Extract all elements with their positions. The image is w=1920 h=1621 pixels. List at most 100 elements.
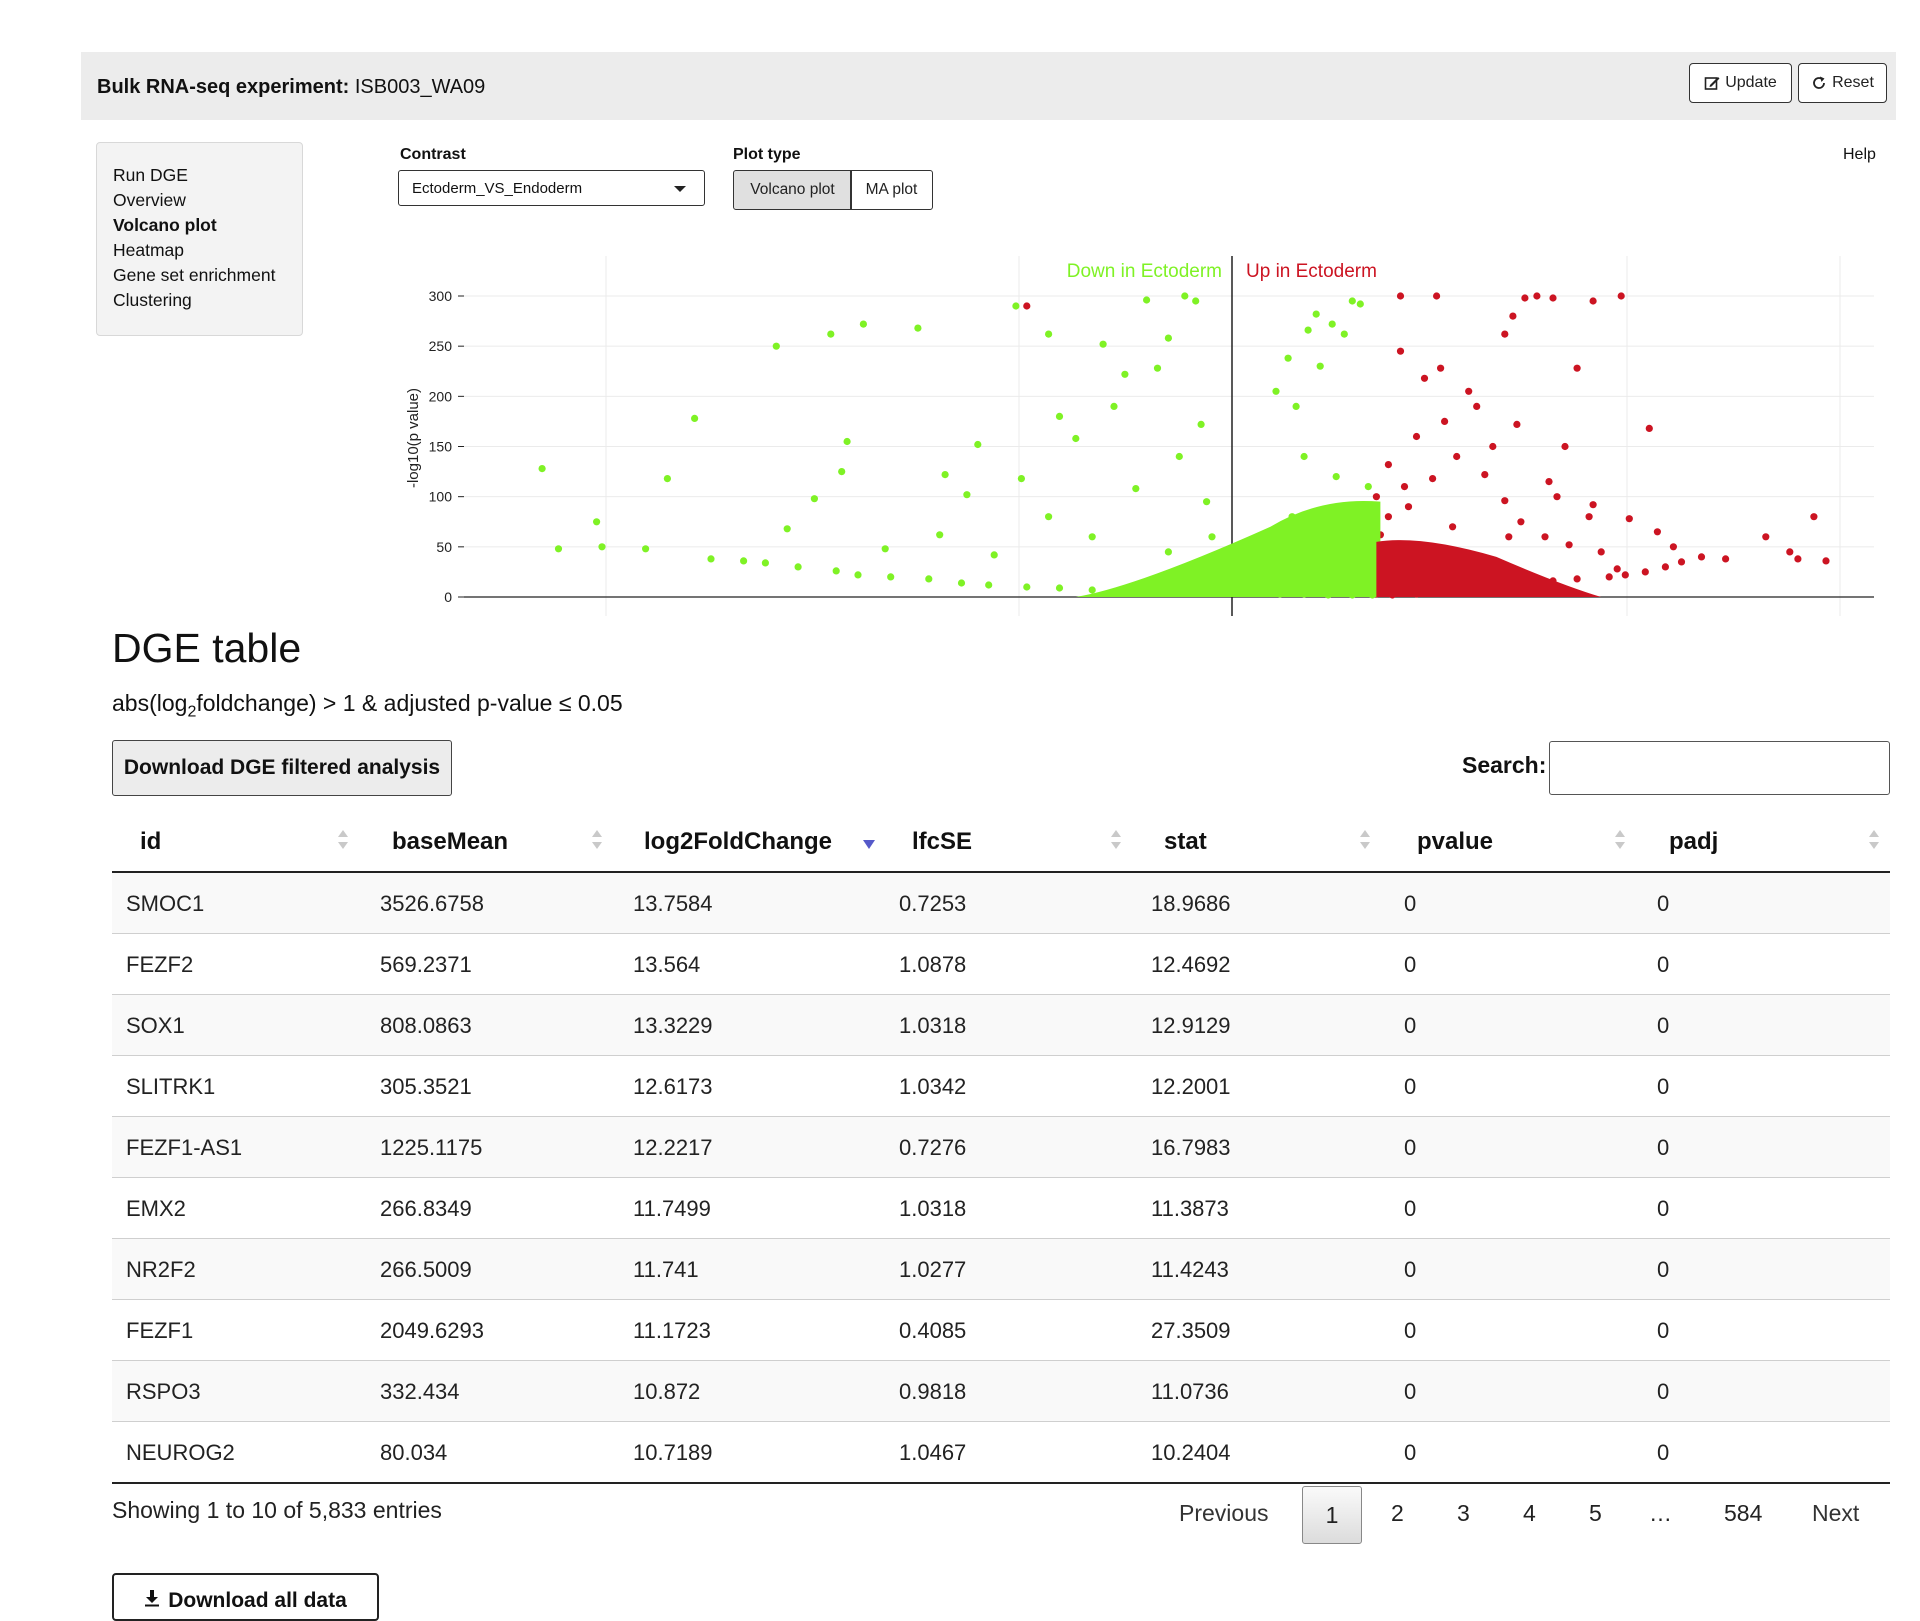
sort-desc-icon[interactable] [863,840,875,849]
pagination-page-current[interactable]: 1 [1302,1486,1362,1544]
table-row[interactable]: SOX1 808.0863 13.3229 1.0318 12.9129 0 0 [112,995,1890,1056]
cell-log2foldchange: 11.741 [633,1257,699,1282]
table-row[interactable]: FEZF1-AS1 1225.1175 12.2217 0.7276 16.7983 0 0 [112,1117,1890,1178]
data-point [1055,412,1064,420]
data-point [1513,420,1521,428]
data-point [1573,364,1581,372]
data-point [1573,575,1581,583]
update-button[interactable]: Update [1689,63,1792,103]
ma-plot-toggle[interactable]: MA plot [850,170,933,210]
data-point [783,525,791,533]
data-point [1045,330,1053,338]
data-point [1501,330,1509,338]
data-point [1332,473,1340,481]
data-points [538,292,1830,599]
data-point [887,573,895,581]
cell-lfcse: 1.0878 [899,952,967,977]
pagination-page-4[interactable]: 4 [1523,1500,1536,1526]
data-point [593,518,601,526]
sidebar-item-volcano-plot[interactable]: Volcano plot [113,215,217,235]
sort-icon[interactable] [338,830,348,852]
col-header-basemean[interactable]: baseMean [392,828,509,855]
pagination-next[interactable]: Next [1812,1500,1860,1526]
sidebar-item-run-dge[interactable]: Run DGE [113,165,188,185]
data-point [1099,340,1107,348]
sort-icon[interactable] [1111,830,1121,852]
data-point [974,440,982,449]
download-filtered-button[interactable]: Download DGE filtered analysis [112,740,452,796]
cell-stat: 16.7983 [1151,1135,1231,1160]
dge-table: id baseMean log2FoldChange lfcSE stat pv… [112,816,1890,1484]
data-point [810,495,818,503]
col-header-log2foldchange[interactable]: log2FoldChange [644,828,832,855]
data-point [838,468,846,476]
search-input[interactable] [1549,741,1890,795]
data-point [1661,563,1669,571]
cell-pvalue: 0 [1404,1440,1417,1465]
data-point [1541,533,1549,541]
sidebar-item-heatmap[interactable]: Heatmap [113,240,185,260]
sidebar-item-gene-set-enrichment[interactable]: Gene set enrichment [113,265,276,285]
table-row[interactable]: RSPO3 332.434 10.872 0.9818 11.0736 0 0 [112,1361,1890,1422]
pagination-page-5[interactable]: 5 [1589,1500,1602,1526]
data-point [1481,471,1489,479]
data-point [1822,557,1830,565]
col-header-id[interactable]: id [140,828,162,855]
table-row[interactable]: NR2F2 266.5009 11.741 1.0277 11.4243 0 0 [112,1239,1890,1300]
download-all-button[interactable]: Download all data [112,1573,379,1621]
data-point [1181,292,1189,300]
cell-padj: 0 [1657,1013,1670,1038]
col-header-lfcse[interactable]: lfcSE [912,828,973,855]
cell-lfcse: 1.0342 [899,1074,967,1099]
cell-basemean: 2049.6293 [380,1318,484,1343]
table-row[interactable]: FEZF1 2049.6293 11.1723 0.4085 27.3509 0 0 [112,1300,1890,1361]
cell-log2foldchange: 10.7189 [633,1440,713,1465]
sort-icon[interactable] [1869,830,1879,852]
sort-icon[interactable] [1360,830,1370,852]
pagination-page-2[interactable]: 2 [1391,1500,1404,1526]
cell-basemean: 266.5009 [380,1257,472,1282]
col-header-pvalue[interactable]: pvalue [1417,828,1494,855]
data-point [1143,296,1151,304]
sort-icon[interactable] [1615,830,1625,852]
down-regulated-cluster [1075,500,1381,597]
pagination-page-last[interactable]: 584 [1724,1500,1763,1526]
data-point [1489,442,1497,451]
table-row[interactable]: NEUROG2 80.034 10.7189 1.0467 10.2404 0 0 [112,1422,1890,1484]
table-row[interactable]: EMX2 266.8349 11.7499 1.0318 11.3873 0 0 [112,1178,1890,1239]
cell-stat: 12.9129 [1151,1013,1231,1038]
cell-basemean: 1225.1175 [380,1135,483,1160]
data-point [985,581,993,589]
table-row[interactable]: SLITRK1 305.3521 12.6173 1.0342 12.2001 0 0 [112,1056,1890,1117]
table-info: Showing 1 to 10 of 5,833 entries [112,1497,442,1523]
data-point [1012,302,1020,310]
legend-up-in-ectoderm: Up in Ectoderm [1246,261,1377,282]
pagination-page-3[interactable]: 3 [1457,1500,1470,1526]
data-point [1420,374,1429,382]
cell-log2foldchange: 13.3229 [633,1013,713,1038]
pagination-previous[interactable]: Previous [1179,1500,1269,1526]
data-point [1449,523,1457,531]
sidebar-item-overview[interactable]: Overview [113,190,186,210]
cell-padj: 0 [1657,1379,1670,1404]
col-header-stat[interactable]: stat [1164,828,1207,855]
help-link[interactable]: Help [1843,146,1876,163]
cell-pvalue: 0 [1404,1013,1417,1038]
reset-button[interactable]: Reset [1798,63,1887,103]
col-header-padj[interactable]: padj [1669,828,1719,855]
data-point [1509,312,1517,320]
data-point [1669,543,1677,551]
y-axis-label: -log10(p value) [405,388,422,488]
filter-text-a: abs(log [112,690,188,716]
data-point [1121,370,1129,378]
table-row[interactable]: SMOC1 3526.6758 13.7584 0.7253 18.9686 0 0 [112,873,1890,934]
sidebar-item-clustering[interactable]: Clustering [113,290,192,310]
data-point [1384,461,1392,469]
data-point [1794,555,1802,563]
data-point [707,555,715,563]
sort-icon[interactable] [592,830,602,852]
contrast-select[interactable]: Ectoderm_VS_Endoderm [398,170,705,206]
data-point [1786,548,1794,556]
volcano-plot-toggle[interactable]: Volcano plot [733,170,852,210]
table-row[interactable]: FEZF2 569.2371 13.564 1.0878 12.4692 0 0 [112,934,1890,995]
